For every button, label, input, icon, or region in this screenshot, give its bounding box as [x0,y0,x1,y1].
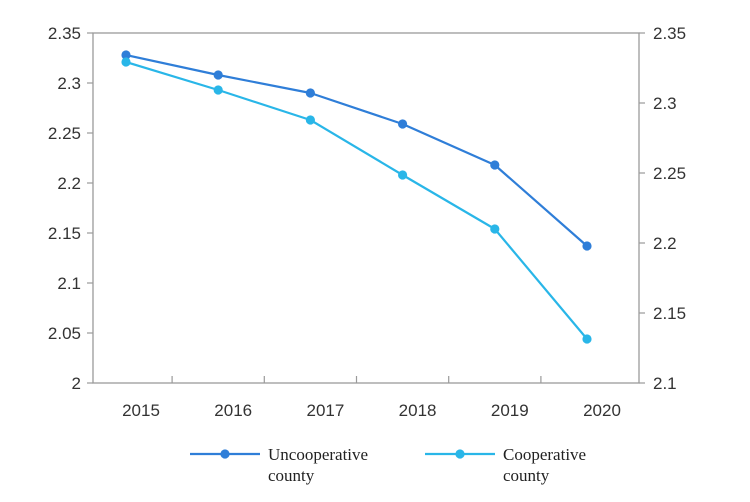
left-tick-label: 2.05 [48,324,81,343]
left-tick-label: 2.35 [48,24,81,43]
series-layer [121,50,592,344]
right-tick-label: 2.35 [653,24,686,43]
legend-swatch-marker [455,449,465,459]
data-point [490,160,500,170]
data-point [121,50,131,60]
left-tick-label: 2.15 [48,224,81,243]
legend-label: Cooperative [503,445,586,464]
x-tick-label: 2016 [214,401,252,420]
data-point [582,334,592,344]
data-point [582,241,592,251]
data-point [121,57,131,67]
left-axis-ticks: 2 2.05 2.1 2.15 2.2 2.25 2.3 2.35 [48,24,93,393]
data-point [490,224,500,234]
right-tick-label: 2.3 [653,94,677,113]
x-tick-label: 2020 [583,401,621,420]
series-line-1 [125,60,588,340]
right-tick-label: 2.15 [653,304,686,323]
left-tick-label: 2.2 [57,174,81,193]
data-point [213,85,223,95]
x-tick-label: 2017 [306,401,344,420]
left-tick-label: 2.1 [57,274,81,293]
data-point [213,70,223,80]
x-axis-ticks: 2015 2016 2017 2018 2019 2020 [122,376,621,420]
legend-item-0: Uncooperative county [190,445,368,485]
series-line-0 [125,53,588,247]
legend-label: county [268,466,315,485]
left-tick-label: 2.3 [57,74,81,93]
legend-swatch-marker [220,449,230,459]
legend-label: county [503,466,550,485]
x-tick-label: 2015 [122,401,160,420]
left-tick-label: 2 [72,374,81,393]
right-tick-label: 2.1 [653,374,677,393]
data-point [305,88,315,98]
legend-item-1: Cooperative county [425,445,586,485]
left-tick-label: 2.25 [48,124,81,143]
legend: Uncooperative county Cooperative county [190,445,586,485]
right-tick-label: 2.25 [653,164,686,183]
x-tick-label: 2018 [399,401,437,420]
x-tick-label: 2019 [491,401,529,420]
plot-frame [92,32,640,384]
data-point [398,119,408,129]
data-point [398,170,408,180]
right-tick-label: 2.2 [653,234,677,253]
data-point [305,115,315,125]
right-axis-ticks: 2.1 2.15 2.2 2.25 2.3 2.35 [639,24,686,393]
legend-label: Uncooperative [268,445,368,464]
